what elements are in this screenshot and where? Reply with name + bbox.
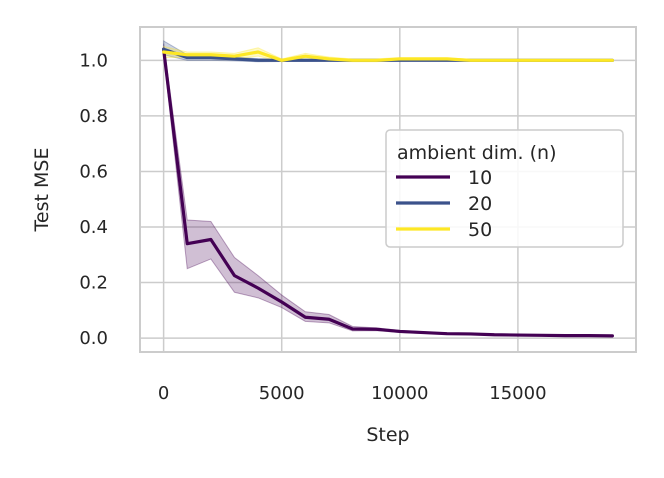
legend-box bbox=[385, 129, 624, 248]
x-axis-label: Step bbox=[366, 424, 409, 446]
y-axis-ticks: 0.0 0.2 0.4 0.6 0.8 1.0 bbox=[79, 50, 108, 349]
y-tick-label: 1.0 bbox=[79, 50, 108, 71]
legend: ambient dim. (n) 10 20 50 bbox=[385, 129, 624, 248]
plot-frame bbox=[139, 26, 637, 353]
x-tick-label: 15000 bbox=[489, 383, 546, 404]
legend-items: 10 20 50 bbox=[396, 167, 492, 241]
y-axis-label: Test MSE bbox=[31, 148, 53, 233]
x-tick-label: 0 bbox=[158, 383, 169, 404]
x-tick-label: 5000 bbox=[259, 383, 305, 404]
x-tick-label: 10000 bbox=[371, 383, 428, 404]
legend-label-20: 20 bbox=[468, 193, 492, 215]
series-line-50 bbox=[162, 50, 614, 62]
series-line-10 bbox=[162, 47, 614, 338]
legend-title: ambient dim. (n) bbox=[397, 142, 557, 164]
y-tick-label: 0.6 bbox=[79, 161, 108, 182]
y-tick-label: 0.8 bbox=[79, 106, 108, 127]
series-lines bbox=[162, 47, 614, 338]
y-tick-label: 0.4 bbox=[79, 217, 108, 238]
legend-label-50: 50 bbox=[468, 219, 492, 241]
y-tick-label: 0.0 bbox=[79, 328, 108, 349]
y-tick-label: 0.2 bbox=[79, 273, 108, 294]
legend-label-10: 10 bbox=[468, 167, 492, 189]
x-axis-ticks: 0 5000 10000 15000 bbox=[158, 383, 547, 404]
